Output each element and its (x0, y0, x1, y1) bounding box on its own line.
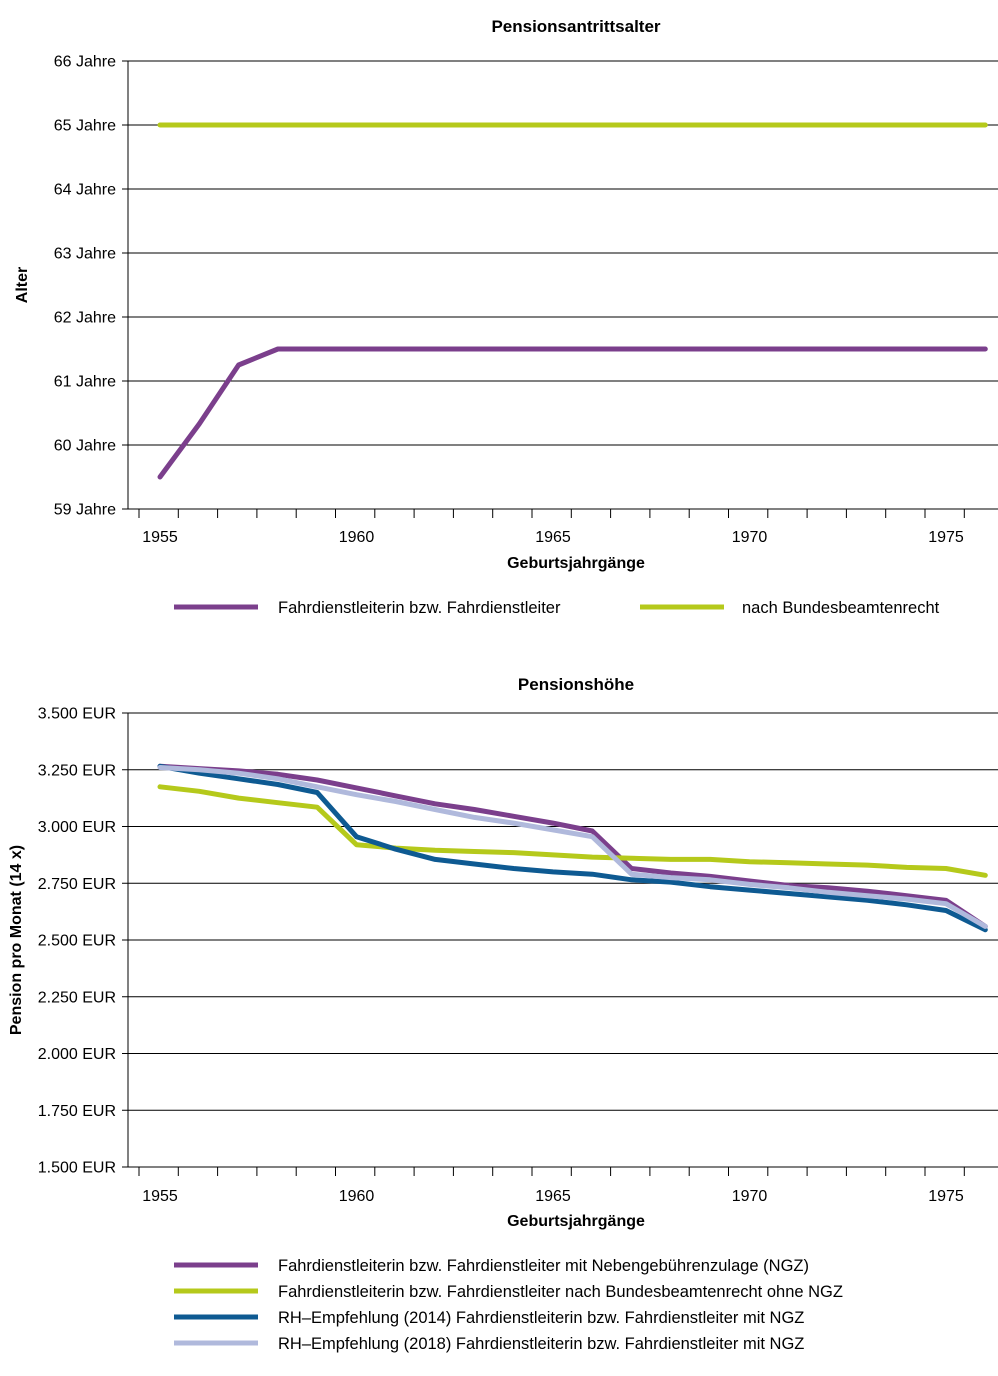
chart-title: Pensionshöhe (518, 675, 634, 694)
x-tick-label: 1960 (339, 529, 375, 546)
x-tick-label: 1960 (339, 1188, 375, 1205)
y-axis-title: Pension pro Monat (14 x) (8, 845, 25, 1035)
series-line-1 (157, 346, 988, 480)
chart-title: Pensionsantrittsalter (491, 17, 660, 36)
x-tick-label: 1975 (928, 529, 964, 546)
y-tick-label: 61 Jahre (54, 374, 116, 391)
x-axis-title: Geburtsjahrgänge (507, 1213, 645, 1230)
y-tick-label: 63 Jahre (54, 246, 116, 263)
x-tick-label: 1975 (928, 1188, 964, 1205)
series-line-1 (157, 763, 988, 929)
y-tick-label: 60 Jahre (54, 438, 116, 455)
x-tick-label: 1955 (142, 529, 178, 546)
chart-2: Pensionshöhe 1.500 EUR 1.750 EUR 2.000 EUR 2… (8, 675, 998, 1353)
series-line-3 (157, 763, 988, 933)
y-tick-label: 64 Jahre (54, 182, 116, 199)
y-tick-label: 3.000 EUR (38, 819, 116, 836)
legend-label: RH–Empfehlung (2014) Fahrdienstleiterin … (278, 1309, 804, 1327)
y-tick-label: 1.750 EUR (38, 1103, 116, 1120)
y-tick-label: 3.500 EUR (38, 706, 116, 723)
y-axis-title: Alter (14, 267, 31, 303)
legend-label: RH–Empfehlung (2018) Fahrdienstleiterin … (278, 1335, 804, 1353)
x-axis-title: Geburtsjahrgänge (507, 555, 645, 572)
y-tick-label: 59 Jahre (54, 502, 116, 519)
series-line-2 (157, 784, 988, 878)
legend-label: Fahrdienstleiterin bzw. Fahrdienstleiter… (278, 1257, 809, 1275)
y-tick-label: 62 Jahre (54, 310, 116, 327)
y-tick-label: 2.000 EUR (38, 1046, 116, 1063)
x-tick-label: 1965 (535, 1188, 571, 1205)
y-tick-label: 2.250 EUR (38, 989, 116, 1006)
y-tick-label: 1.500 EUR (38, 1160, 116, 1177)
x-tick-label: 1970 (732, 1188, 768, 1205)
legend-label: nach Bundesbeamtenrecht (742, 599, 940, 617)
y-tick-label: 65 Jahre (54, 118, 116, 135)
y-tick-label: 2.500 EUR (38, 933, 116, 950)
y-tick-label: 66 Jahre (54, 54, 116, 71)
y-tick-label: 2.750 EUR (38, 876, 116, 893)
chart-1: Pensionsantrittsalter 59 Jahre 60 Jahre 61 … (14, 17, 998, 617)
legend-label: Fahrdienstleiterin bzw. Fahrdienstleiter… (278, 1283, 843, 1301)
x-tick-label: 1970 (732, 529, 768, 546)
series-line-4 (157, 765, 988, 929)
x-tick-label: 1965 (535, 529, 571, 546)
y-tick-label: 3.250 EUR (38, 762, 116, 779)
x-tick-label: 1955 (142, 1188, 178, 1205)
legend-label: Fahrdienstleiterin bzw. Fahrdienstleiter (278, 599, 561, 617)
